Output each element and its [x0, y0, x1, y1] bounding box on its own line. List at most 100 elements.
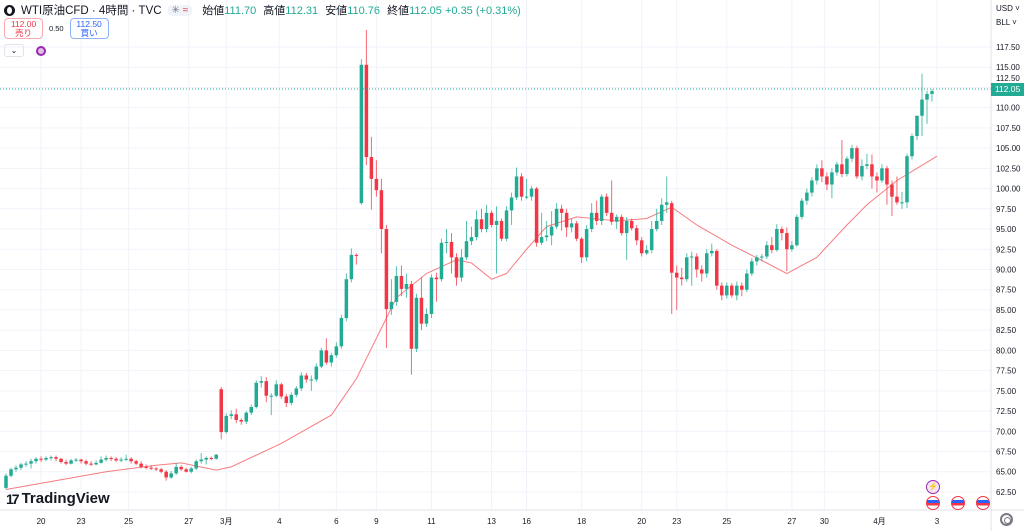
candle-body: [489, 212, 494, 225]
candle-body: [194, 461, 198, 469]
candle-body: [910, 135, 914, 157]
candle-body: [249, 407, 254, 413]
candle-body: [825, 176, 829, 185]
time-axis[interactable]: 20 23 25 27 3月 4 6 9 11 13 16 18 20 23 25 27 30 4月 3: [37, 517, 940, 526]
time-tick-label: 27: [184, 517, 193, 526]
candle-body: [99, 459, 103, 463]
currency-select[interactable]: USD ˅: [996, 2, 1023, 16]
candle-body: [284, 396, 289, 403]
price-axis[interactable]: 62.50 65.00 67.50 70.00 72.50 75.00 77.50 80.00…: [996, 43, 1021, 497]
tradingview-logo[interactable]: 17 TradingView: [6, 490, 110, 507]
time-tick-label: 3月: [220, 517, 232, 526]
change-value: +0.35 (+0.31%): [444, 5, 521, 17]
high-value: 112.31: [285, 5, 319, 17]
candle-body: [614, 216, 619, 222]
lightning-event-icon[interactable]: ⚡: [926, 480, 940, 494]
candle-body: [484, 212, 489, 230]
price-tick-label: 117.50: [996, 43, 1020, 52]
axis-settings: USD ˅ BLL ˅: [993, 2, 1023, 30]
candle-body: [239, 419, 244, 422]
candle-body: [464, 241, 469, 258]
time-tick-label: 27: [787, 517, 796, 526]
candle-body: [654, 220, 659, 230]
candle-body: [349, 254, 354, 280]
candle-body: [419, 297, 424, 324]
us-flag-event-icon[interactable]: [951, 496, 965, 510]
candle-body: [594, 212, 599, 221]
candle-body: [119, 459, 123, 461]
last-price-label: 112.05: [991, 83, 1024, 96]
candle-body: [659, 204, 664, 221]
candle-body: [214, 454, 218, 459]
candle-body: [434, 277, 439, 280]
buy-label: 買い: [80, 28, 98, 38]
candle-body: [359, 64, 364, 204]
candle-body: [920, 99, 924, 116]
candle-body: [765, 245, 769, 257]
candle-body: [389, 301, 394, 310]
candle-body: [549, 226, 554, 236]
time-tick-label: 25: [722, 517, 731, 526]
price-tick-label: 77.50: [996, 367, 1017, 376]
candle-body: [674, 272, 679, 278]
price-tick-label: 107.50: [996, 124, 1021, 133]
candle-body: [159, 469, 163, 472]
candle-body: [279, 384, 284, 397]
candle-body: [805, 192, 809, 201]
candle-body: [79, 459, 83, 462]
candle-body: [74, 459, 78, 461]
chevron-down-icon: ⌄: [10, 46, 18, 55]
candle-body: [314, 366, 319, 380]
collapse-legend-button[interactable]: ⌄: [4, 44, 24, 57]
candle-body: [169, 473, 173, 478]
candle-body: [574, 223, 579, 239]
buy-button[interactable]: 112.50 買い: [69, 18, 109, 39]
candle-body: [144, 466, 148, 468]
candle-body: [14, 467, 18, 470]
time-tick-label: 4月: [873, 517, 885, 526]
price-tick-label: 97.50: [996, 205, 1017, 214]
sync-icon[interactable]: [36, 45, 46, 56]
candle-body: [584, 229, 589, 258]
candle-body: [444, 241, 449, 243]
candle-body: [669, 203, 674, 273]
candle-body: [534, 188, 539, 243]
close-label: 終値: [387, 5, 410, 17]
symbol-title[interactable]: WTI原油CFD · 4時間 · TVC: [21, 5, 162, 17]
candle-body: [459, 257, 464, 278]
candle-body: [644, 250, 649, 254]
price-tick-label: 87.50: [996, 286, 1017, 295]
time-tick-label: 20: [637, 517, 646, 526]
time-tick-label: 30: [820, 517, 829, 526]
time-tick-label: 13: [487, 517, 496, 526]
candle-body: [820, 168, 824, 177]
unit-select[interactable]: BLL ˅: [996, 16, 1023, 30]
candle-body: [705, 253, 709, 274]
time-tick-label: 6: [334, 517, 339, 526]
candle-body: [539, 237, 544, 243]
candle-body: [564, 212, 569, 228]
candle-body: [499, 220, 504, 239]
candle-body: [715, 250, 719, 286]
gear-icon[interactable]: [1000, 513, 1013, 526]
candle-body: [509, 197, 514, 211]
price-tick-label: 102.50: [996, 164, 1021, 173]
candle-body: [524, 196, 529, 198]
candle-body: [800, 200, 804, 217]
market-status-chip[interactable]: ✳ ≈: [167, 4, 193, 16]
candle-body: [414, 297, 419, 349]
sell-button[interactable]: 112.00 売り: [4, 18, 43, 39]
candle-body: [304, 375, 309, 380]
us-flag-event-icon[interactable]: [976, 496, 990, 510]
candle-body: [694, 256, 699, 270]
candle-body: [289, 394, 294, 403]
us-flag-event-icon[interactable]: [926, 496, 940, 510]
candle-body: [299, 375, 304, 389]
candle-body: [19, 464, 23, 468]
price-tick-label: 100.00: [996, 185, 1021, 194]
price-tick-label: 112.50: [996, 74, 1020, 83]
candle-body: [684, 257, 689, 280]
candle-body: [815, 168, 819, 181]
candle-body: [745, 273, 749, 290]
